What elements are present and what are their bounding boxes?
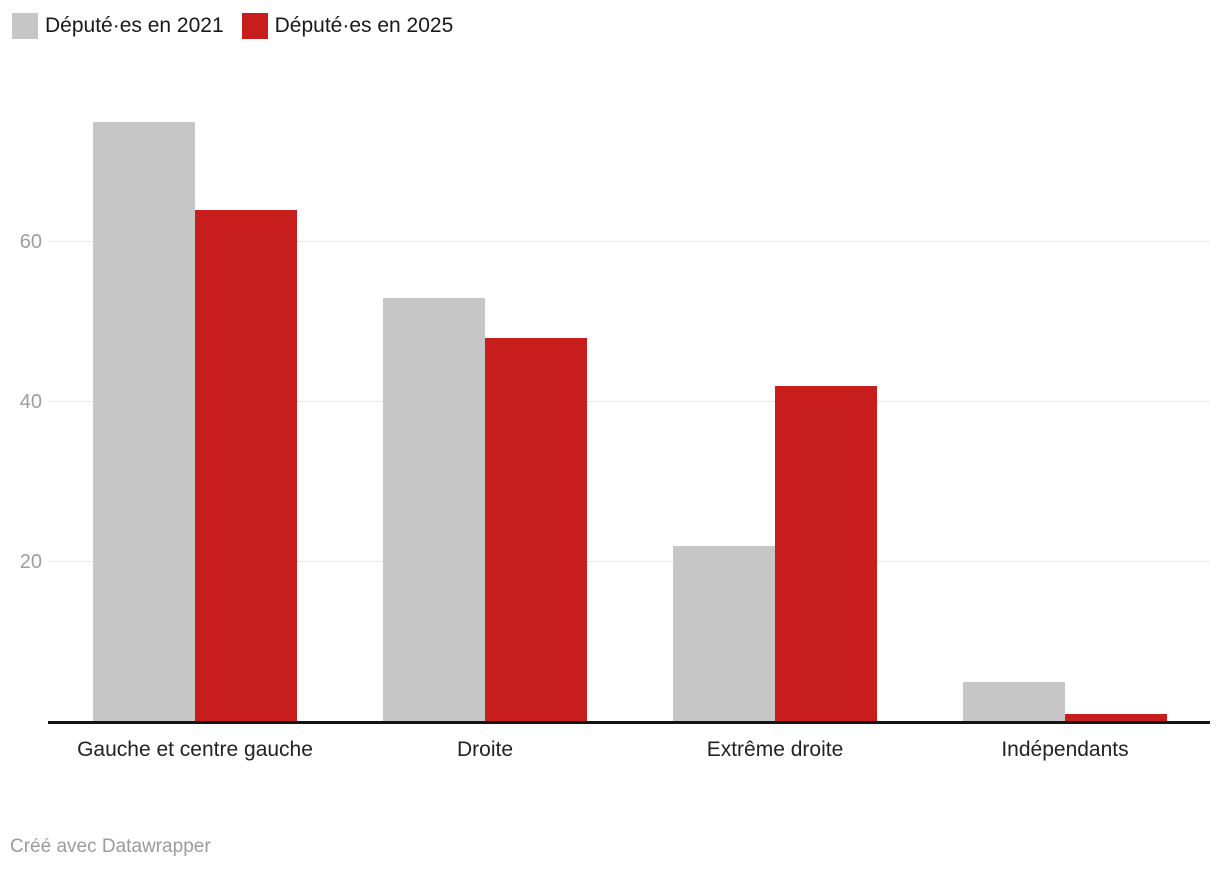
- legend-swatch-2025: [241, 13, 268, 39]
- gridline-20: [48, 561, 1210, 562]
- y-tick-label-60: 60: [19, 231, 42, 253]
- bar-series-1-cat-1[interactable]: [485, 338, 587, 722]
- bar-series-1-cat-0[interactable]: [195, 210, 297, 722]
- legend: Député·es en 2021 Député·es en 2025: [12, 13, 453, 39]
- legend-item-2025: Député·es en 2025: [241, 13, 454, 39]
- legend-swatch-2021: [12, 13, 38, 39]
- gridline-60: [48, 241, 1210, 242]
- attribution-link[interactable]: Créé avec Datawrapper: [10, 836, 211, 857]
- legend-label-2025: Député·es en 2025: [274, 14, 454, 37]
- bar-series-0-cat-2[interactable]: [673, 546, 775, 722]
- bar-series-0-cat-3[interactable]: [963, 682, 1065, 722]
- bar-series-0-cat-1[interactable]: [383, 298, 485, 722]
- x-category-label-1: Droite: [456, 738, 514, 761]
- x-axis-line: [48, 721, 1210, 724]
- x-category-label-0: Gauche et centre gauche: [77, 738, 313, 761]
- bar-series-0-cat-0[interactable]: [93, 122, 195, 722]
- legend-label-2021: Député·es en 2021: [45, 14, 224, 37]
- y-tick-label-20: 20: [19, 551, 42, 573]
- gridline-40: [48, 401, 1210, 402]
- bar-series-1-cat-2[interactable]: [775, 386, 877, 722]
- legend-item-2021: Député·es en 2021: [12, 13, 224, 39]
- y-tick-label-40: 40: [19, 391, 42, 413]
- bar-series-1-cat-3[interactable]: [1065, 714, 1167, 722]
- x-category-label-2: Extrême droite: [706, 738, 844, 761]
- x-category-label-3: Indépendants: [1001, 738, 1129, 761]
